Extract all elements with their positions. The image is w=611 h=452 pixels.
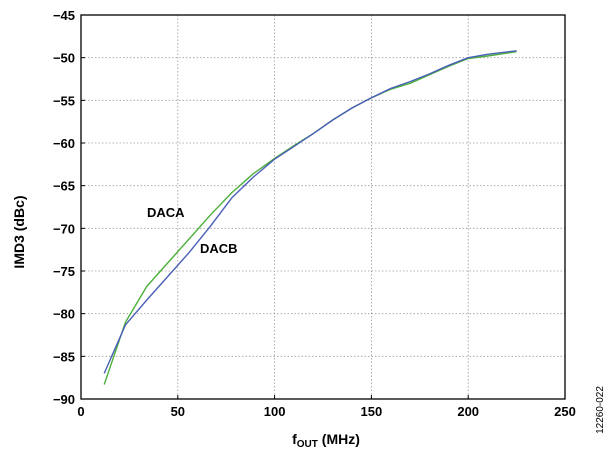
x-tick-label: 0 <box>77 404 84 419</box>
y-tick-label: −45 <box>53 8 75 23</box>
series-lines <box>103 50 517 385</box>
tick-marks <box>80 14 566 400</box>
x-axis-title-unit: (MHz) <box>318 431 360 447</box>
y-tick-labels: −45 −50 −55 −60 −65 −70 −75 −80 −85 −90 <box>53 8 75 407</box>
x-tick-label: 200 <box>457 404 479 419</box>
x-tick-label: 250 <box>554 404 576 419</box>
y-tick-label: −85 <box>53 349 75 364</box>
x-tick-label: 150 <box>361 404 383 419</box>
annotation-daca: DACA <box>147 205 185 220</box>
x-axis-title-main: f <box>292 431 297 447</box>
annotation-dacb: DACB <box>200 241 238 256</box>
figure-id: 12260-022 <box>595 386 606 434</box>
grid-lines <box>81 15 565 399</box>
y-tick-label: −60 <box>53 136 75 151</box>
y-tick-label: −70 <box>53 221 75 236</box>
y-axis-title: IMD3 (dBc) <box>11 195 27 268</box>
x-tick-label: 100 <box>264 404 286 419</box>
y-tick-label: −75 <box>53 264 75 279</box>
y-tick-label: −55 <box>53 93 75 108</box>
plot-frame <box>80 14 566 400</box>
x-axis-title: fOUT (MHz) <box>292 431 360 450</box>
y-tick-label: −80 <box>53 307 75 322</box>
x-axis-title-subscript: OUT <box>297 439 318 450</box>
y-tick-label: −50 <box>53 51 75 66</box>
y-tick-label: −90 <box>53 392 75 407</box>
x-tick-label: 50 <box>171 404 185 419</box>
y-tick-label: −65 <box>53 179 75 194</box>
x-tick-labels: 0 50 100 150 200 250 <box>77 404 575 419</box>
series-line-dacb <box>103 50 517 374</box>
